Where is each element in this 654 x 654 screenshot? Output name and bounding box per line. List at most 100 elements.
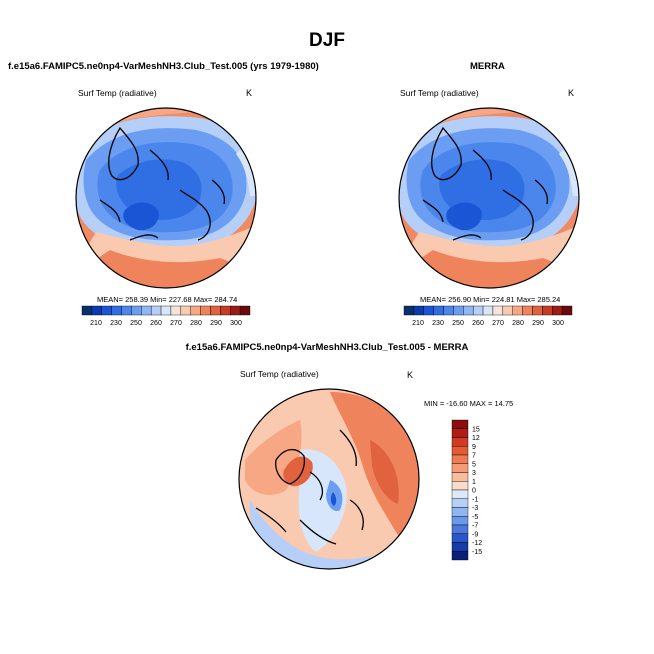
diff-colorbar-color-box — [451, 551, 469, 561]
model-colorbar-color-box — [141, 305, 152, 316]
obs-colorbar-color-box — [552, 305, 563, 316]
diff-colorbar-color-box — [451, 481, 469, 491]
model-colorbar-color-box — [160, 305, 172, 316]
model-colorbar-tick-label: 210 — [90, 320, 102, 327]
diff-colorbar-color-box — [451, 533, 469, 543]
obs-colorbar-tick-label: 260 — [472, 320, 484, 327]
model-colorbar-color-box — [180, 305, 191, 316]
diff-colorbar-tick-label: 0 — [472, 488, 476, 495]
obs-colorbar-color-box — [463, 305, 474, 316]
obs-colorbar-color-box — [512, 305, 523, 316]
obs-colorbar-color-box — [532, 305, 543, 316]
diff-units-label: K — [407, 370, 414, 380]
model-colorbar-tick-label: 250 — [130, 320, 142, 327]
model-colorbar: 210 230 250 260 270 280 290 300 — [81, 305, 251, 327]
obs-colorbar-tick-label: 250 — [452, 320, 464, 327]
obs-colorbar: 210 230 250 260 270 280 290 300 — [403, 305, 573, 327]
model-colorbar-color-box — [210, 305, 221, 316]
obs-stats: MEAN= 256.90 Min= 224.81 Max= 285.24 — [420, 295, 561, 304]
model-colorbar-tick-label: 230 — [110, 320, 122, 327]
diff-colorbar-tick-label: -15 — [472, 549, 482, 556]
diff-colorbar-color-box — [451, 428, 469, 438]
diff-colorbar-tick-label: 12 — [472, 435, 480, 442]
model-colorbar-color-box — [91, 305, 102, 316]
diff-colorbar-tick-label: -9 — [472, 531, 478, 538]
obs-panel-title: MERRA — [470, 61, 505, 72]
diff-panel-title: f.e15a6.FAMIPC5.ne0np4-VarMeshNH3.Club_T… — [185, 342, 469, 353]
figure-title: DJF — [309, 30, 345, 51]
model-colorbar-tick-label: 290 — [210, 320, 222, 327]
diff-colorbar-tick-label: -12 — [472, 540, 482, 547]
obs-colorbar-color-box — [542, 305, 553, 316]
model-map-border — [75, 107, 257, 289]
diff-colorbar-tick-label: -5 — [472, 514, 478, 521]
diff-colorbar-color-box — [451, 419, 469, 429]
diff-colorbar-color-box — [451, 498, 469, 508]
diff-colorbar-color-box — [451, 463, 469, 473]
diff-colorbar-color-box — [451, 446, 469, 456]
obs-colorbar-tick-label: 210 — [412, 320, 424, 327]
model-colorbar-color-box — [239, 305, 251, 316]
model-colorbar-color-box — [131, 305, 142, 316]
obs-colorbar-color-box — [502, 305, 513, 316]
model-panel-title: f.e15a6.FAMIPC5.ne0np4-VarMeshNH3.Club_T… — [8, 61, 319, 72]
diff-polar-map — [239, 389, 419, 569]
obs-colorbar-tick-label: 290 — [532, 320, 544, 327]
diff-colorbar-tick-label: -1 — [472, 496, 478, 503]
diff-colorbar-color-box — [451, 454, 469, 464]
obs-colorbar-color-box — [492, 305, 504, 316]
model-colorbar-color-box — [111, 305, 122, 316]
obs-colorbar-color-box — [453, 305, 464, 316]
model-polar-map — [76, 108, 256, 288]
model-colorbar-color-box — [170, 305, 182, 316]
diff-colorbar-tick-label: 1 — [472, 479, 476, 486]
diff-colorbar-color-box — [451, 524, 469, 534]
obs-colorbar-color-box — [472, 305, 484, 316]
diff-map-border — [238, 388, 420, 570]
model-colorbar-color-box — [81, 305, 93, 316]
model-colorbar-color-box — [190, 305, 201, 316]
obs-variable-label: Surf Temp (radiative) — [400, 88, 479, 98]
obs-colorbar-tick-label: 280 — [512, 320, 524, 327]
obs-colorbar-tick-label: 300 — [552, 320, 564, 327]
model-colorbar-color-box — [101, 305, 112, 316]
diff-colorbar: 15 12 9 75 3 1 0-1 -3 -5 -7-9 -12 -15 — [451, 419, 482, 561]
model-colorbar-color-box — [220, 305, 231, 316]
diff-variable-label: Surf Temp (radiative) — [240, 369, 319, 379]
diff-colorbar-tick-label: 3 — [472, 470, 476, 477]
model-colorbar-color-box — [230, 305, 241, 316]
diff-colorbar-color-box — [451, 437, 469, 447]
diff-colorbar-tick-label: 7 — [472, 453, 476, 460]
diff-colorbar-color-box — [451, 489, 469, 499]
diff-colorbar-color-box — [451, 516, 469, 526]
obs-colorbar-color-box — [443, 305, 454, 316]
obs-colorbar-color-box — [403, 305, 415, 316]
model-colorbar-tick-label: 300 — [230, 320, 242, 327]
obs-colorbar-color-box — [413, 305, 424, 316]
model-units-label: K — [246, 88, 253, 98]
diff-colorbar-tick-label: -3 — [472, 505, 478, 512]
obs-polar-map — [399, 108, 579, 288]
diff-colorbar-color-box — [451, 507, 469, 517]
obs-colorbar-tick-label: 230 — [432, 320, 444, 327]
obs-units-label: K — [568, 88, 575, 98]
model-stats: MEAN= 258.39 Min= 227.68 Max= 284.74 — [97, 295, 238, 304]
obs-colorbar-color-box — [433, 305, 444, 316]
obs-colorbar-color-box — [482, 305, 494, 316]
diff-colorbar-color-box — [451, 542, 469, 552]
obs-map-border — [398, 107, 580, 289]
model-variable-label: Surf Temp (radiative) — [78, 88, 157, 98]
diff-colorbar-tick-label: 9 — [472, 444, 476, 451]
model-colorbar-color-box — [121, 305, 132, 316]
obs-colorbar-color-box — [522, 305, 533, 316]
obs-colorbar-color-box — [561, 305, 573, 316]
model-colorbar-tick-label: 280 — [190, 320, 202, 327]
obs-colorbar-tick-label: 270 — [492, 320, 504, 327]
obs-colorbar-color-box — [423, 305, 434, 316]
model-colorbar-color-box — [150, 305, 162, 316]
diff-colorbar-tick-label: 15 — [472, 426, 480, 433]
diff-colorbar-tick-label: -7 — [472, 523, 478, 530]
model-colorbar-color-box — [200, 305, 211, 316]
model-colorbar-tick-label: 260 — [150, 320, 162, 327]
